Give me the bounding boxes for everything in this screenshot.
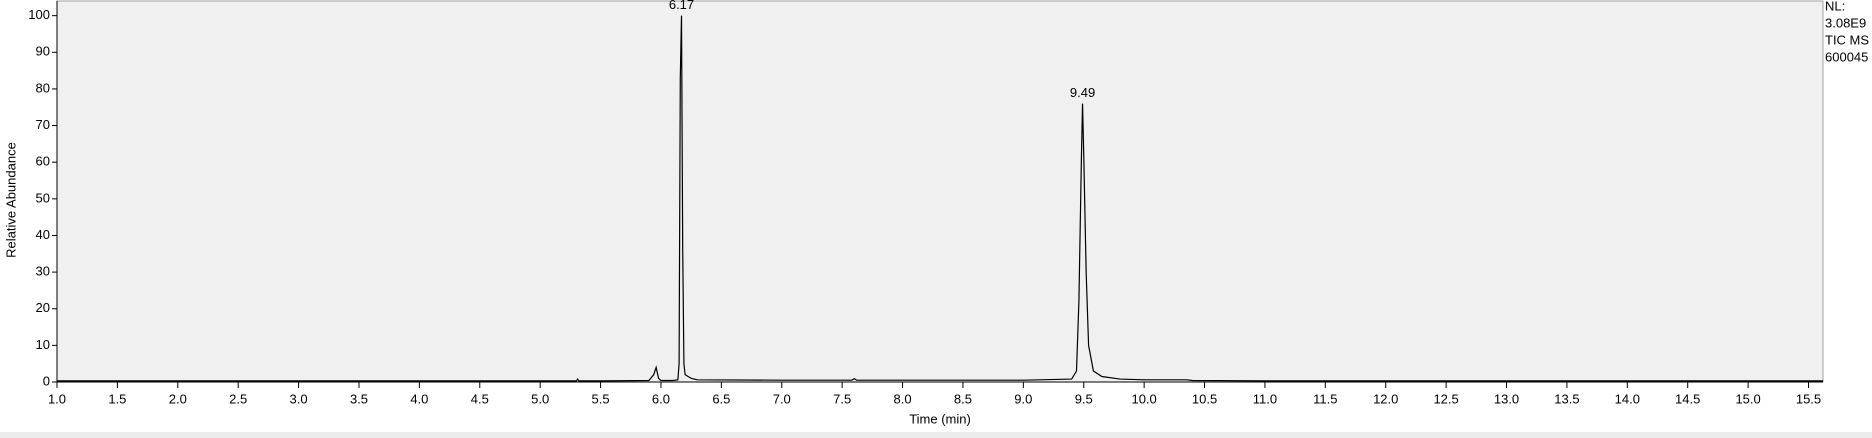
chromatogram-line bbox=[57, 15, 1823, 382]
x-tick-label: 14.5 bbox=[1675, 391, 1700, 406]
x-tick-label: 13.5 bbox=[1554, 391, 1579, 406]
status-strip bbox=[0, 432, 1872, 438]
plot-area bbox=[56, 0, 1824, 383]
x-tick-label: 9.0 bbox=[1014, 391, 1032, 406]
info-label: 600045 bbox=[1825, 49, 1868, 64]
y-tick-label: 60 bbox=[36, 154, 50, 169]
x-tick-label: 1.0 bbox=[48, 391, 66, 406]
x-tick-label: 6.5 bbox=[712, 391, 730, 406]
x-tick-label: 9.5 bbox=[1075, 391, 1093, 406]
x-axis-label: Time (min) bbox=[909, 411, 971, 426]
x-tick-label: 3.0 bbox=[290, 391, 308, 406]
y-tick-label: 100 bbox=[28, 7, 50, 22]
x-tick-label: 2.5 bbox=[229, 391, 247, 406]
y-tick-label: 80 bbox=[36, 80, 50, 95]
x-tick-label: 12.0 bbox=[1373, 391, 1398, 406]
y-tick-label: 90 bbox=[36, 44, 50, 59]
x-tick-label: 7.5 bbox=[833, 391, 851, 406]
y-tick-label: 70 bbox=[36, 117, 50, 132]
x-tick-label: 8.0 bbox=[894, 391, 912, 406]
info-label: TIC MS bbox=[1825, 32, 1869, 47]
x-tick-label: 4.5 bbox=[471, 391, 489, 406]
x-tick-label: 2.0 bbox=[169, 391, 187, 406]
y-tick-label: 50 bbox=[36, 190, 50, 205]
info-label: NL: bbox=[1825, 0, 1845, 13]
x-tick-label: 7.0 bbox=[773, 391, 791, 406]
y-tick-label: 30 bbox=[36, 264, 50, 279]
y-axis-label: Relative Abundance bbox=[3, 142, 18, 258]
x-tick-label: 6.0 bbox=[652, 391, 670, 406]
y-tick-label: 10 bbox=[36, 337, 50, 352]
y-tick-label: 0 bbox=[43, 373, 50, 388]
x-tick-label: 10.5 bbox=[1192, 391, 1217, 406]
x-tick-label: 5.0 bbox=[531, 391, 549, 406]
x-tick-label: 11.0 bbox=[1253, 391, 1277, 406]
info-label: 3.08E9 bbox=[1825, 15, 1866, 30]
x-tick-label: 14.0 bbox=[1615, 391, 1640, 406]
peak-label: 6.17 bbox=[669, 0, 694, 12]
y-tick-label: 20 bbox=[36, 300, 50, 315]
x-tick-label: 4.0 bbox=[410, 391, 428, 406]
x-tick-label: 15.5 bbox=[1796, 391, 1821, 406]
x-tick-label: 12.5 bbox=[1433, 391, 1458, 406]
x-tick-label: 3.5 bbox=[350, 391, 368, 406]
peak-label: 9.49 bbox=[1070, 85, 1095, 100]
x-tick-label: 1.5 bbox=[108, 391, 126, 406]
x-tick-label: 8.5 bbox=[954, 391, 972, 406]
x-tick-label: 10.0 bbox=[1131, 391, 1156, 406]
x-tick-label: 5.5 bbox=[592, 391, 610, 406]
x-tick-label: 15.0 bbox=[1735, 391, 1760, 406]
x-tick-label: 13.0 bbox=[1494, 391, 1519, 406]
x-tick-label: 11.5 bbox=[1313, 391, 1337, 406]
y-tick-label: 40 bbox=[36, 227, 50, 242]
